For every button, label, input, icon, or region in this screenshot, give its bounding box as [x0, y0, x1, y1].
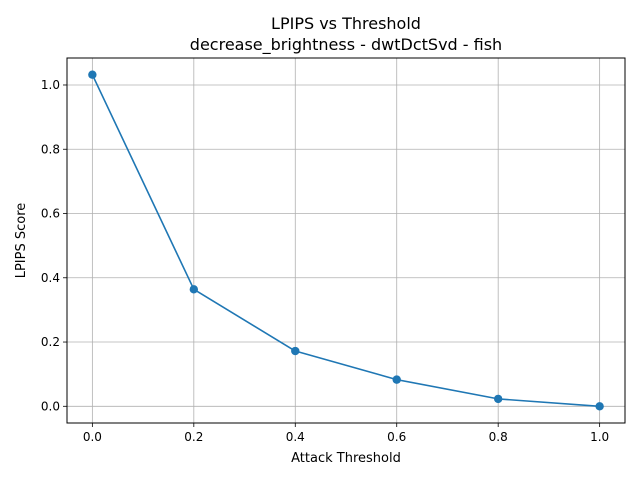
- y-axis-label: LPIPS Score: [14, 203, 29, 279]
- y-tick-label: 0.2: [41, 335, 60, 349]
- series-line: [91, 74, 600, 408]
- x-tick-label: 1.0: [590, 430, 609, 444]
- data-point: [189, 285, 199, 294]
- chart-title: LPIPS vs Threshold: [271, 14, 421, 33]
- data-point: [88, 70, 97, 79]
- x-axis-label: Attack Threshold: [291, 451, 401, 466]
- y-tick-label: 0.8: [41, 142, 60, 156]
- y-tick-label: 0.4: [41, 271, 60, 285]
- x-tick-label: 0.0: [83, 430, 102, 444]
- x-tick-label: 0.6: [387, 430, 406, 444]
- x-tick-label: 0.8: [489, 430, 508, 444]
- chart-subtitle: decrease_brightness - dwtDctSvd - fish: [190, 35, 502, 55]
- x-tick-label: 0.4: [286, 430, 305, 444]
- x-tick-label: 0.2: [184, 430, 203, 444]
- data-point: [291, 346, 300, 356]
- y-tick-label: 0.0: [41, 399, 60, 413]
- series-layer: [88, 70, 604, 411]
- data-point: [595, 402, 604, 411]
- y-tick-label: 0.6: [41, 207, 60, 221]
- grid: [67, 58, 625, 423]
- plot-area-frame: [66, 57, 626, 424]
- data-point: [392, 375, 401, 384]
- ticks: 0.0 0.2 0.4 0.6 0.8 1.0 0.0 0.2 0.4 0.6 0.8 1.0: [41, 78, 609, 444]
- y-tick-label: 1.0: [41, 78, 60, 92]
- data-point: [493, 394, 503, 404]
